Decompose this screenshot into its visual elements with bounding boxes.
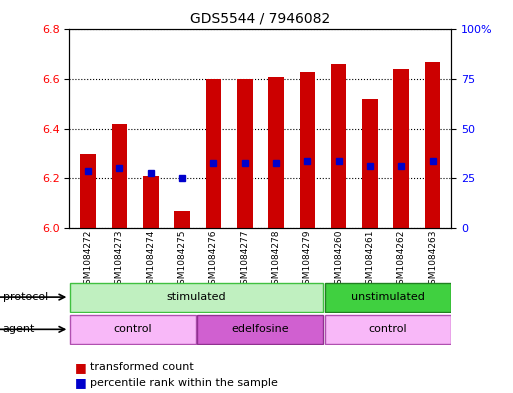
Text: protocol: protocol (3, 292, 48, 302)
Bar (325, 315, 451, 344)
Text: ■: ■ (74, 376, 86, 389)
Bar (237, 79, 252, 228)
Text: unstimulated: unstimulated (351, 292, 425, 302)
Bar (300, 72, 315, 228)
Bar (425, 62, 441, 228)
Text: edelfosine: edelfosine (231, 324, 289, 334)
Text: GDS5544 / 7946082: GDS5544 / 7946082 (190, 12, 330, 26)
Text: percentile rank within the sample: percentile rank within the sample (90, 378, 278, 388)
Text: agent: agent (3, 324, 35, 334)
Bar (70, 283, 323, 312)
Bar (174, 211, 190, 228)
Text: control: control (114, 324, 152, 334)
Bar (70, 315, 196, 344)
Bar (206, 79, 221, 228)
Bar (143, 176, 159, 228)
Text: ■: ■ (74, 360, 86, 374)
Text: control: control (368, 324, 407, 334)
Bar (393, 69, 409, 228)
Bar (331, 64, 346, 228)
Bar (325, 283, 451, 312)
Bar (198, 315, 323, 344)
Text: transformed count: transformed count (90, 362, 193, 372)
Text: stimulated: stimulated (167, 292, 226, 302)
Bar (111, 124, 127, 228)
Bar (362, 99, 378, 228)
Bar (268, 77, 284, 228)
Bar (80, 154, 96, 228)
